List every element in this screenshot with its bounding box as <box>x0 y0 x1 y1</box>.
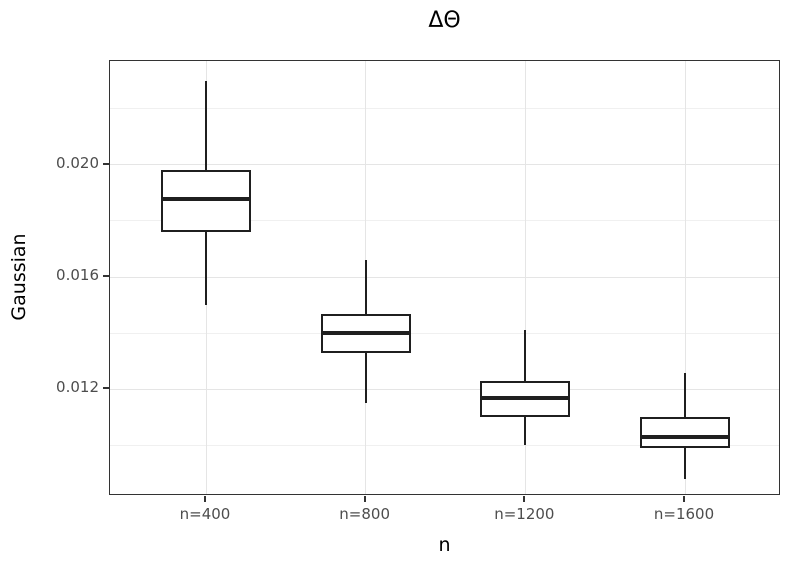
y-major-gridline <box>110 276 779 278</box>
x-axis-tick <box>523 496 526 502</box>
y-axis-tick <box>103 275 109 278</box>
x-axis-tick <box>683 496 685 502</box>
boxplot-median <box>320 331 411 336</box>
boxplot-median <box>640 435 730 440</box>
y-major-gridline <box>110 164 779 166</box>
plot-title: ΔΘ <box>428 8 461 33</box>
y-minor-gridline <box>110 220 779 222</box>
y-tick-label: 0.020 <box>56 153 99 172</box>
y-axis-tick <box>103 162 109 165</box>
y-axis-title-text: Gaussian <box>8 233 30 321</box>
boxplot-median <box>161 196 251 201</box>
y-tick-label: 0.012 <box>56 378 99 397</box>
boxplot-box <box>161 170 251 233</box>
y-minor-gridline <box>110 444 779 446</box>
x-tick-label: n=800 <box>339 505 391 523</box>
x-tick-label: n=1200 <box>494 505 555 523</box>
boxplot-median <box>480 395 571 400</box>
x-major-gridline <box>684 61 686 494</box>
x-major-gridline <box>524 61 526 494</box>
x-axis-tick <box>363 496 366 502</box>
y-tick-label: 0.016 <box>56 266 99 285</box>
y-minor-gridline <box>110 332 779 334</box>
x-tick-label: n=1600 <box>653 505 715 523</box>
y-minor-gridline <box>110 108 779 110</box>
x-axis-tick <box>204 496 206 502</box>
y-axis-tick <box>103 387 109 390</box>
x-axis-title: n <box>438 534 451 556</box>
plot-panel <box>109 60 780 495</box>
y-major-gridline <box>110 388 779 390</box>
x-tick-label: n=400 <box>179 505 231 523</box>
boxplot-box <box>640 417 730 449</box>
